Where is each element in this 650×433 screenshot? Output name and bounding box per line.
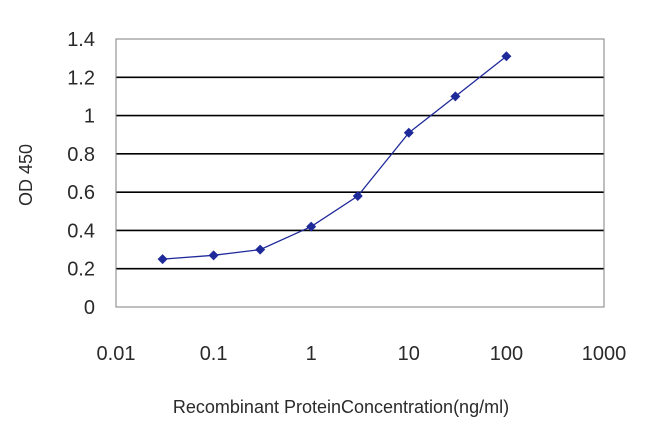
x-tick-label: 1 (306, 343, 317, 365)
data-point (306, 221, 317, 232)
data-point (450, 91, 461, 102)
y-tick-label: 0.2 (67, 259, 95, 281)
y-axis-title: OD 450 (16, 144, 36, 206)
data-point (501, 51, 512, 62)
x-tick-label: 0.01 (97, 343, 136, 365)
y-tick-labels: 0 0.2 0.4 0.6 0.8 1 1.2 1.4 (67, 29, 95, 319)
series-layer (157, 51, 512, 265)
data-point (352, 190, 363, 201)
data-point (157, 254, 168, 265)
y-tick-label: 0 (84, 297, 95, 319)
x-axis-title: Recombinant ProteinConcentration(ng/ml) (173, 397, 509, 417)
x-tick-label: 1000 (582, 343, 627, 365)
data-point (403, 127, 414, 138)
series-line (162, 55, 507, 260)
y-tick-label: 0.8 (67, 144, 95, 166)
y-tick-label: 0.6 (67, 182, 95, 204)
x-tick-labels: 0.01 0.1 1 10 100 1000 (97, 343, 627, 365)
y-tick-label: 1 (84, 106, 95, 128)
y-tick-label: 1.4 (67, 29, 95, 51)
grid-lines (116, 76, 604, 270)
x-tick-label: 100 (490, 343, 523, 365)
y-tick-label: 1.2 (67, 67, 95, 89)
x-tick-label: 10 (398, 343, 420, 365)
data-point (255, 244, 266, 255)
data-point (208, 250, 219, 261)
x-tick-label: 0.1 (200, 343, 228, 365)
plot-area (115, 38, 605, 308)
y-tick-label: 0.4 (67, 220, 95, 242)
